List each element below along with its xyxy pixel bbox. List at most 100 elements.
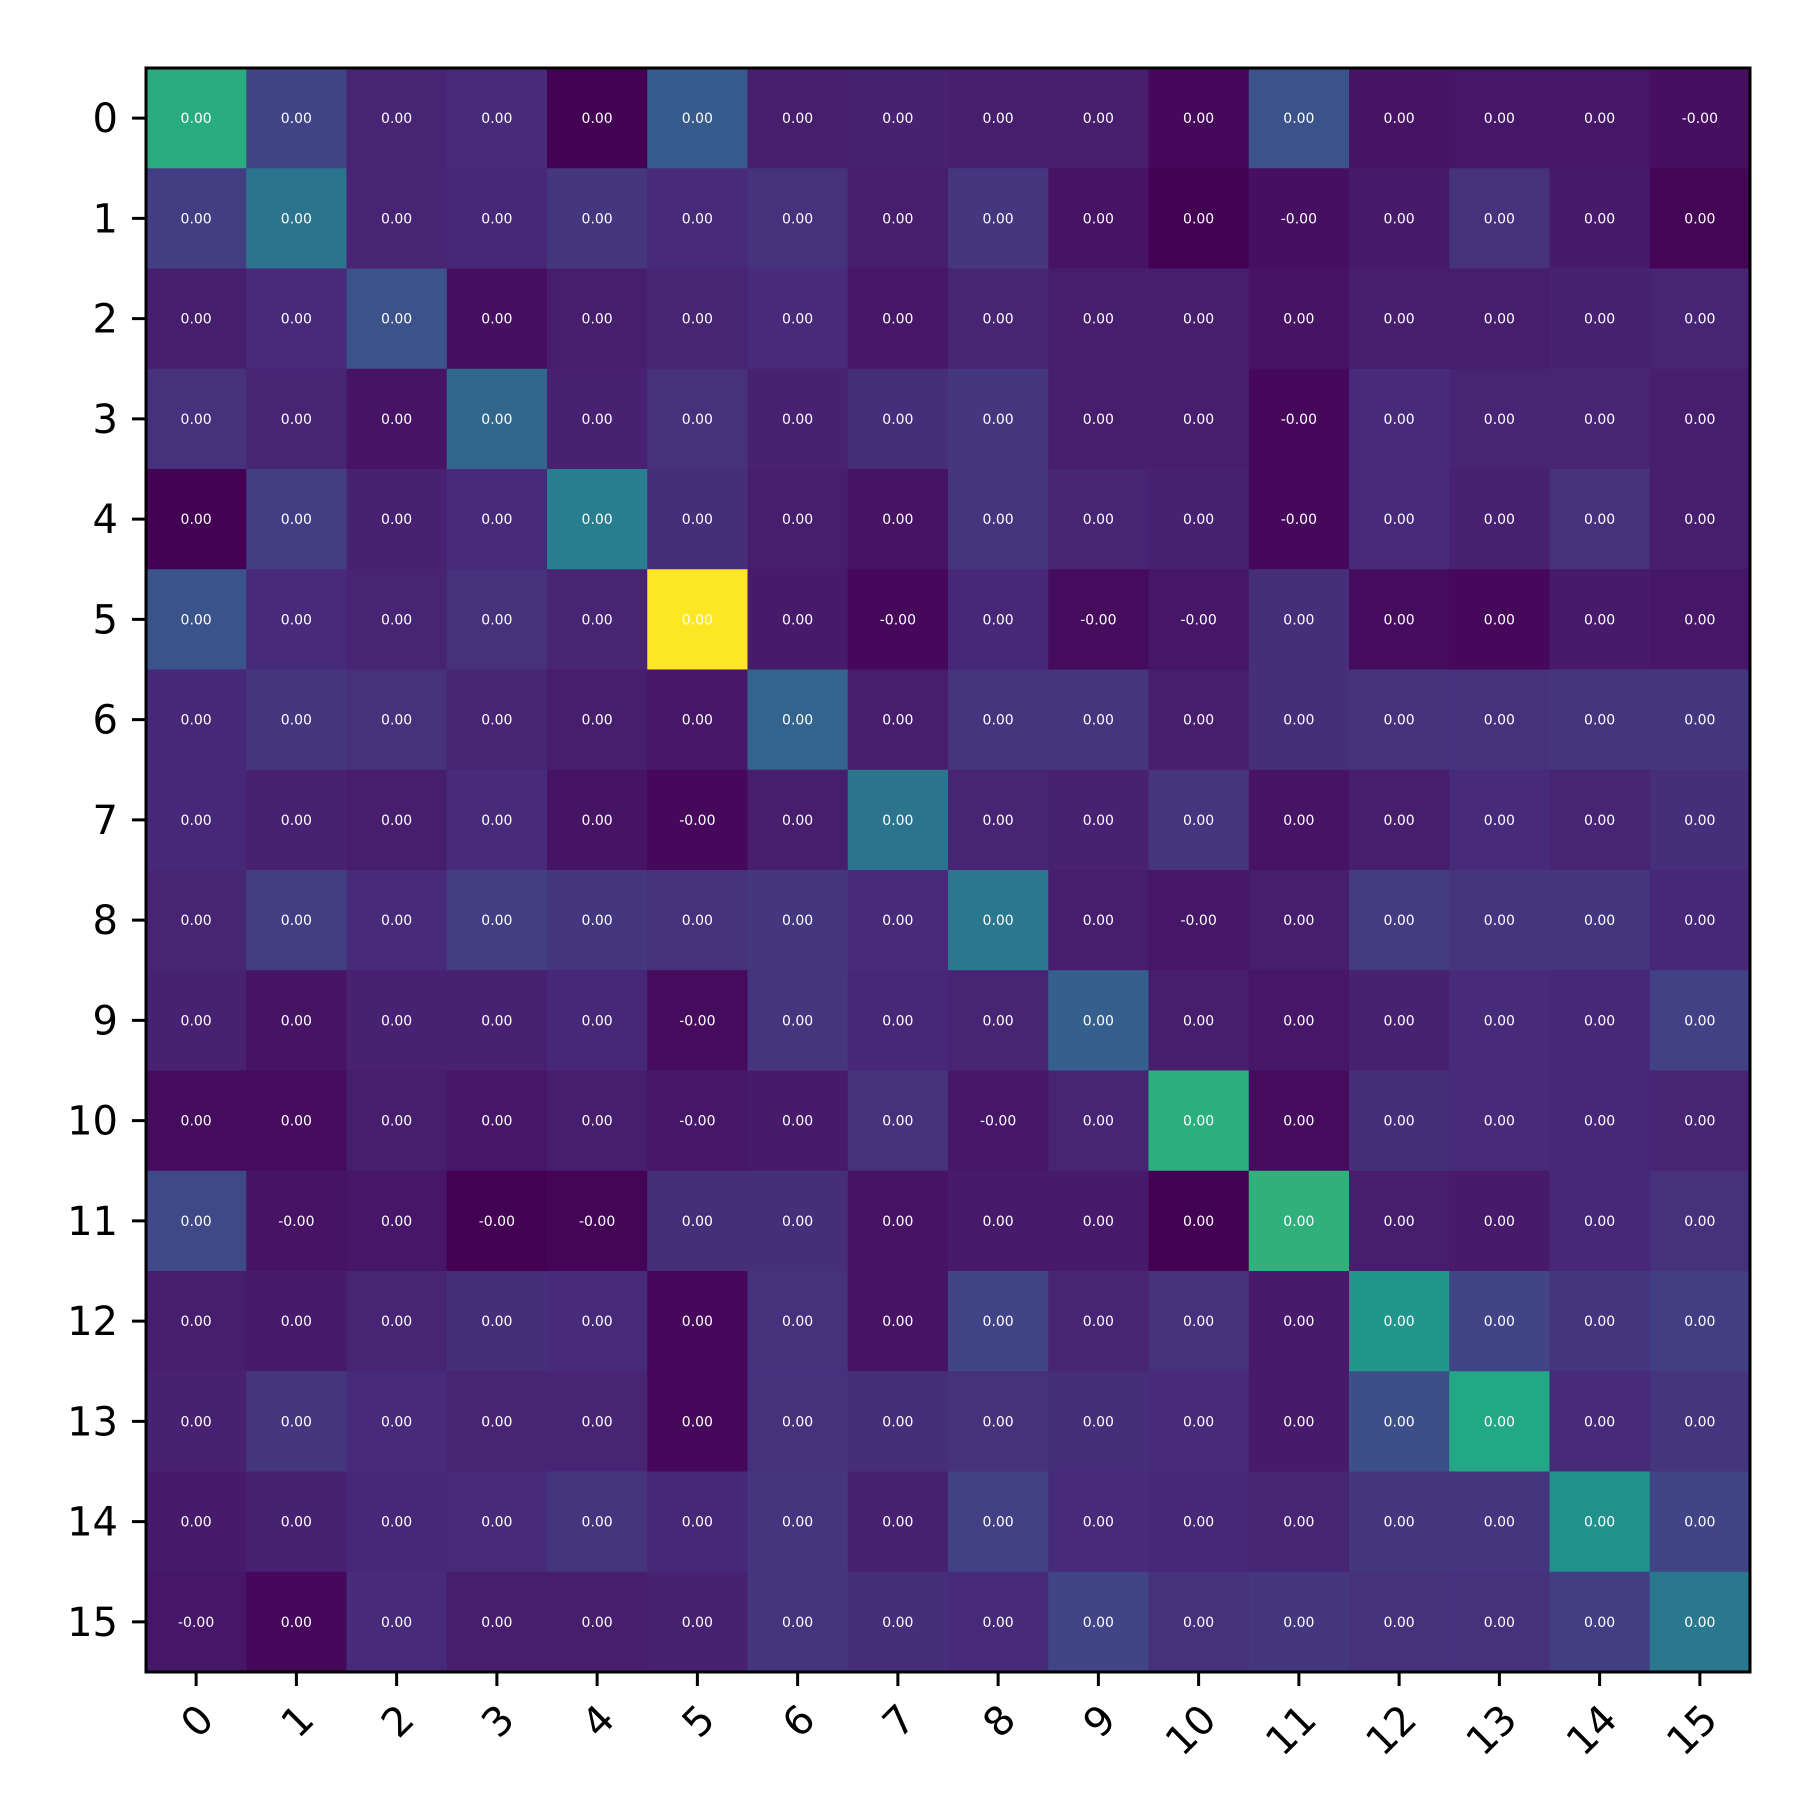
cell-value-label: 0.00 xyxy=(1484,312,1515,328)
cell-value-label: 0.00 xyxy=(1584,713,1615,729)
y-tick-label: 4 xyxy=(93,497,118,543)
x-tick-label: 8 xyxy=(974,1696,1025,1747)
x-tick-label: 1 xyxy=(273,1696,324,1747)
cell-value-label: 0.00 xyxy=(181,1515,212,1531)
heatmap-cell xyxy=(747,569,849,670)
heatmap-cell xyxy=(847,68,949,169)
heatmap-cell xyxy=(647,1371,748,1472)
heatmap-cell xyxy=(1449,1170,1550,1272)
heatmap-cell xyxy=(948,1170,1049,1272)
heatmap-cell xyxy=(346,669,448,771)
cell-value-label: 0.00 xyxy=(1584,913,1615,929)
heatmap-cell xyxy=(1549,1471,1651,1573)
cell-value-label: 0.00 xyxy=(983,1515,1014,1531)
y-tick-label: 2 xyxy=(93,297,118,343)
x-tick-label: 13 xyxy=(1458,1696,1527,1765)
heatmap-cell xyxy=(1248,469,1350,570)
x-tick-label: 14 xyxy=(1558,1696,1627,1765)
heatmap-cell xyxy=(948,1371,1049,1472)
heatmap-cell xyxy=(1549,469,1651,570)
cell-value-label: -0.00 xyxy=(679,1013,715,1029)
heatmap-cell xyxy=(1148,68,1250,169)
heatmap-cell xyxy=(146,1371,247,1472)
cell-value-label: 0.00 xyxy=(682,412,713,428)
cell-value-label: 0.00 xyxy=(481,111,512,127)
cell-value-label: 0.00 xyxy=(1484,1515,1515,1531)
cell-value-label: 0.00 xyxy=(1684,1615,1715,1631)
cell-value-label: 0.00 xyxy=(782,813,813,829)
heatmap-cell xyxy=(1449,1571,1550,1673)
cell-value-label: 0.00 xyxy=(1584,111,1615,127)
heatmap-cell xyxy=(847,569,949,670)
cell-value-label: 0.00 xyxy=(1584,1214,1615,1230)
heatmap-cell xyxy=(547,1170,648,1272)
heatmap-cell xyxy=(446,1471,548,1573)
cell-value-label: 0.00 xyxy=(682,713,713,729)
cell-value-label: 0.00 xyxy=(1083,412,1114,428)
cell-value-label: 0.00 xyxy=(1684,512,1715,528)
cell-value-label: 0.00 xyxy=(1283,312,1314,328)
heatmap-cell xyxy=(1048,569,1149,670)
heatmap-cell xyxy=(847,168,949,269)
heatmap-cell xyxy=(547,669,648,771)
heatmap-cell xyxy=(1248,1471,1350,1573)
cell-value-label: 0.00 xyxy=(882,1214,913,1230)
heatmap-cell xyxy=(346,1471,448,1573)
cell-value-label: 0.00 xyxy=(1684,1013,1715,1029)
cell-value-label: 0.00 xyxy=(782,211,813,227)
x-tick-label: 2 xyxy=(373,1696,424,1747)
heatmap-cell xyxy=(1248,1070,1350,1172)
cell-value-label: 0.00 xyxy=(882,1013,913,1029)
heatmap-cell xyxy=(1048,669,1149,771)
x-tick-label: 10 xyxy=(1157,1696,1226,1765)
cell-value-label: 0.00 xyxy=(381,412,412,428)
heatmap-cell xyxy=(1649,569,1751,670)
heatmap-cell xyxy=(647,68,748,169)
cell-value-label: 0.00 xyxy=(1484,1214,1515,1230)
cell-value-label: 0.00 xyxy=(281,1615,312,1631)
cell-value-label: 0.00 xyxy=(1083,913,1114,929)
cell-value-label: 0.00 xyxy=(582,1414,613,1430)
heatmap-cell xyxy=(647,569,748,670)
cell-value-label: 0.00 xyxy=(1083,1615,1114,1631)
heatmap-cell xyxy=(1048,970,1149,1071)
heatmap-cell xyxy=(1449,268,1550,370)
x-tick-label: 5 xyxy=(674,1696,725,1747)
heatmap-cell xyxy=(246,1271,347,1372)
cell-value-label: 0.00 xyxy=(1283,1314,1314,1330)
cell-value-label: 0.00 xyxy=(782,1314,813,1330)
heatmap-cell xyxy=(446,268,548,370)
cell-value-label: 0.00 xyxy=(1684,1214,1715,1230)
heatmap-cell xyxy=(647,1471,748,1573)
heatmap-cell xyxy=(146,469,247,570)
cell-value-label: 0.00 xyxy=(1183,412,1214,428)
heatmap-cell xyxy=(1649,769,1751,871)
y-tick-label: 15 xyxy=(67,1600,118,1646)
cell-value-label: 0.00 xyxy=(782,1114,813,1130)
heatmap-cell xyxy=(1649,1170,1751,1272)
heatmap-cell xyxy=(747,268,849,370)
cell-value-label: 0.00 xyxy=(481,312,512,328)
cell-value-label: 0.00 xyxy=(1283,813,1314,829)
y-tick-label: 6 xyxy=(93,698,118,744)
heatmap-cell xyxy=(647,1170,748,1272)
heatmap-cell xyxy=(647,268,748,370)
heatmap-cell xyxy=(948,368,1049,470)
heatmap-cell xyxy=(547,769,648,871)
cell-value-label: 0.00 xyxy=(882,512,913,528)
heatmap-cell xyxy=(1148,669,1250,771)
cell-value-label: 0.00 xyxy=(1283,1013,1314,1029)
heatmap-cell xyxy=(446,1271,548,1372)
cell-value-label: 0.00 xyxy=(481,1314,512,1330)
heatmap-cell xyxy=(1449,1471,1550,1573)
cell-value-label: 0.00 xyxy=(1083,1314,1114,1330)
heatmap-cell xyxy=(647,870,748,971)
cell-value-label: 0.00 xyxy=(1684,312,1715,328)
y-tick-label: 1 xyxy=(93,196,118,242)
cell-value-label: 0.00 xyxy=(1183,1515,1214,1531)
cell-value-label: 0.00 xyxy=(682,211,713,227)
heatmap-cell xyxy=(747,368,849,470)
cell-value-label: 0.00 xyxy=(983,813,1014,829)
heatmap-cell xyxy=(446,1170,548,1272)
x-tick-label: 15 xyxy=(1658,1696,1727,1765)
